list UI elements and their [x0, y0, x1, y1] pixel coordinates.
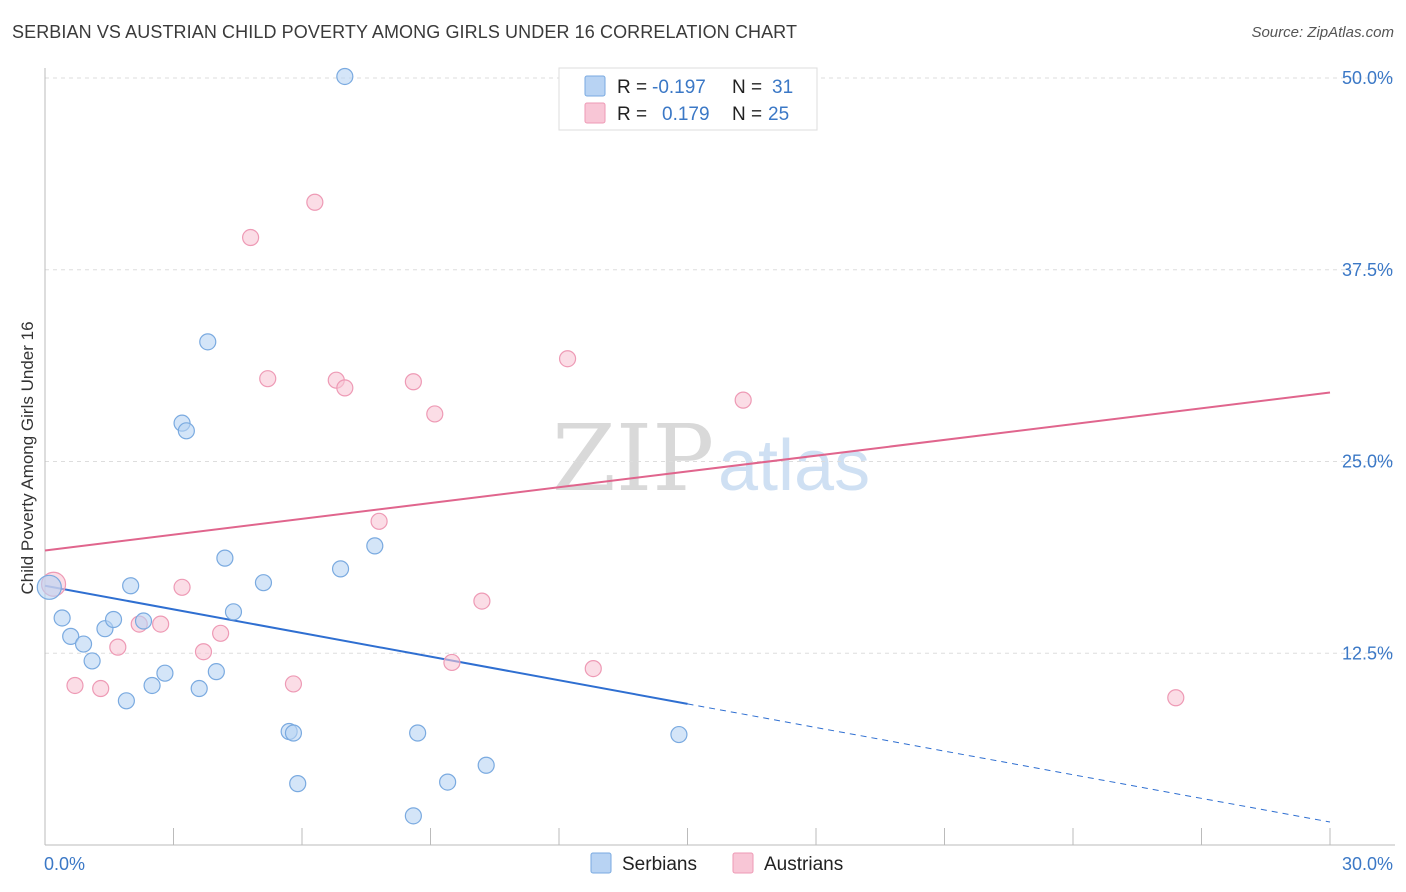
serbian-point-24 — [336, 67, 354, 86]
serbian-point-30 — [670, 725, 688, 744]
trend-line-serbians — [44, 584, 688, 705]
serbian-point-10 — [143, 676, 161, 695]
austrian-point-2 — [92, 679, 110, 698]
trend-line-austrians — [44, 391, 1331, 552]
serbian-point-0 — [36, 574, 62, 600]
austrian-point-16 — [404, 373, 422, 391]
austrian-point-8 — [212, 624, 230, 642]
serbian-point-6 — [104, 610, 123, 629]
legend-swatch-austrians — [732, 852, 754, 874]
austrian-point-7 — [194, 643, 213, 661]
serbian-point-25 — [366, 537, 384, 555]
stats-swatch-austrians — [584, 102, 606, 124]
series-legend: Serbians Austrians — [590, 852, 843, 875]
austrian-point-3 — [109, 638, 127, 656]
austrian-point-17 — [426, 405, 444, 423]
serbian-point-11 — [156, 664, 174, 682]
watermark: ZIP atlas — [552, 405, 870, 512]
stats-n-label-austrians: N = — [732, 104, 762, 125]
y-axis-title: Child Poverty Among Girls Under 16 — [18, 321, 37, 594]
austrian-point-19 — [473, 592, 491, 610]
serbian-point-27 — [409, 724, 427, 742]
serbian-point-9 — [134, 612, 153, 630]
serbian-point-8 — [122, 577, 140, 595]
axes — [44, 68, 1395, 846]
austrian-point-11 — [284, 675, 303, 693]
austrian-point-18 — [443, 653, 461, 672]
austrian-point-6 — [173, 578, 191, 596]
y-tick-label-0: 12.5% — [1342, 643, 1393, 663]
serbian-point-18 — [224, 603, 243, 621]
serbian-point-21 — [284, 724, 303, 742]
grid-lines — [45, 77, 1395, 654]
stats-n-value-serbians: 31 — [772, 77, 793, 98]
stats-r-value-austrians: 0.179 — [662, 104, 710, 125]
serbian-point-2 — [62, 627, 80, 645]
stats-n-value-austrians: 25 — [768, 104, 789, 125]
stats-swatch-serbians — [584, 75, 606, 97]
serbian-point-13 — [177, 422, 195, 440]
serbian-point-17 — [216, 549, 234, 567]
serbian-point-4 — [83, 652, 101, 670]
legend-label-serbians: Serbians — [622, 854, 697, 875]
x-tick-label-min: 0.0% — [44, 854, 85, 874]
stats-r-label-serbians: R = — [617, 77, 647, 98]
austrian-point-10 — [259, 370, 277, 388]
austrian-point-9 — [242, 228, 260, 247]
serbian-point-16 — [207, 663, 225, 681]
austrian-point-12 — [306, 193, 324, 211]
legend-label-austrians: Austrians — [764, 854, 843, 875]
legend-swatch-serbians — [590, 852, 612, 874]
y-tick-label-3: 50.0% — [1342, 68, 1393, 88]
austrian-point-1 — [66, 676, 84, 695]
austrian-point-24 — [1167, 689, 1185, 707]
y-tick-label-2: 37.5% — [1342, 260, 1393, 280]
austrian-point-5 — [152, 615, 170, 633]
x-tick-label-max: 30.0% — [1342, 854, 1393, 874]
serbian-point-3 — [74, 635, 93, 653]
serbian-point-19 — [254, 574, 273, 592]
austrian-point-14 — [336, 379, 354, 397]
serbian-point-1 — [53, 609, 71, 627]
austrian-point-23 — [734, 391, 752, 409]
stats-n-label-serbians: N = — [732, 77, 762, 98]
serbian-point-14 — [190, 679, 208, 698]
chart-title: SERBIAN VS AUSTRIAN CHILD POVERTY AMONG … — [12, 22, 798, 42]
serbian-point-22 — [289, 775, 307, 793]
watermark-zip: ZIP — [552, 405, 714, 512]
serbian-point-7 — [117, 692, 135, 710]
trend-line-serbians-extension — [687, 703, 1331, 823]
serbian-point-15 — [199, 333, 217, 351]
data-points — [36, 67, 1185, 825]
trend-lines — [44, 391, 1331, 823]
austrian-point-20 — [558, 350, 577, 368]
austrian-point-21 — [584, 659, 602, 678]
serbian-point-29 — [477, 756, 495, 774]
y-tick-label-1: 25.0% — [1342, 452, 1393, 472]
source-credit: Source: ZipAtlas.com — [1251, 24, 1394, 41]
axis-labels: 12.5% 25.0% 37.5% 50.0% 0.0% 30.0% Child Pover… — [18, 68, 1393, 874]
serbian-point-28 — [439, 773, 457, 791]
watermark-atlas: atlas — [718, 426, 870, 506]
serbian-point-23 — [331, 560, 350, 578]
stats-r-value-serbians: -0.197 — [652, 77, 706, 98]
serbian-point-26 — [404, 807, 422, 825]
stats-r-label-austrians: R = — [617, 104, 647, 125]
austrian-point-15 — [370, 512, 388, 530]
stats-legend: R = -0.197 N = 31 R = 0.179 N = 25 — [558, 67, 818, 131]
